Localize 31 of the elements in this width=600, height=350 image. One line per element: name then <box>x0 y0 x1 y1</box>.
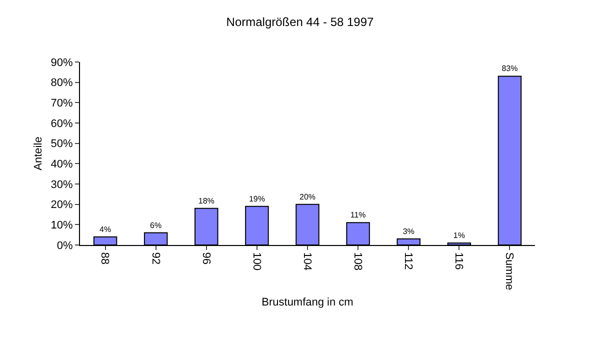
y-tick-label: 80% <box>50 77 74 90</box>
y-tick-label: 50% <box>50 138 74 150</box>
y-tick-label: 40% <box>50 158 74 171</box>
data-label: 1% <box>453 230 465 240</box>
data-label: 20% <box>299 192 316 202</box>
x-tick-label: 100 <box>250 252 262 271</box>
y-tick-label: 30% <box>50 178 74 191</box>
data-label: 19% <box>248 194 265 204</box>
data-label: 3% <box>402 226 414 236</box>
y-tick-label: 0% <box>56 240 74 252</box>
data-label: 11% <box>350 210 366 220</box>
y-tick-label: 90% <box>50 56 74 69</box>
chart-title: Normalgrößen 44 - 58 1997 <box>226 14 374 29</box>
y-tick-label: 20% <box>50 199 74 212</box>
data-label: 6% <box>150 220 162 230</box>
x-tick-label: 108 <box>351 252 364 271</box>
x-tick-label: 96 <box>200 252 212 264</box>
data-label: 4% <box>99 224 112 234</box>
y-tick-label: 10% <box>50 220 74 232</box>
data-label: 83% <box>502 64 518 74</box>
data-label: 18% <box>198 196 214 206</box>
y-tick-label: 70% <box>50 98 74 110</box>
y-axis-title: Anteile <box>32 136 44 170</box>
x-axis-title: Brustumfang in cm <box>262 296 354 308</box>
x-tick-label: 92 <box>149 252 162 264</box>
y-tick-label: 60% <box>50 118 74 130</box>
x-tick-label: 116 <box>452 252 465 270</box>
x-tick-label: 112 <box>402 252 414 270</box>
x-tick-label: 104 <box>300 252 313 271</box>
x-tick-label: Summe <box>503 252 516 290</box>
x-tick-label: 88 <box>98 252 111 264</box>
